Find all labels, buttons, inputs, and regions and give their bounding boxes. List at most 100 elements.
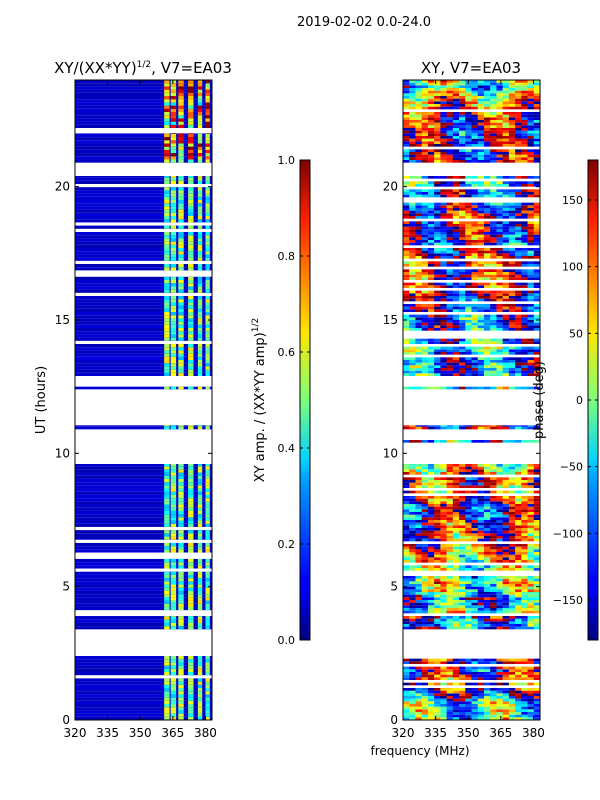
amplitude-channel-cell <box>205 494 210 499</box>
phase-cell <box>452 120 460 123</box>
phase-cell <box>521 621 528 624</box>
phase-cell <box>415 98 422 102</box>
phase-cell <box>434 365 441 368</box>
phase-cell <box>403 320 410 323</box>
phase-cell <box>446 682 454 686</box>
phase-cell <box>421 584 429 587</box>
phase-cell <box>409 304 416 307</box>
phase-cell <box>483 682 491 686</box>
phase-cell <box>521 498 528 502</box>
amplitude-channel-cell <box>178 616 184 620</box>
amplitude-channel-cell <box>197 280 203 284</box>
phase-cell <box>434 341 441 344</box>
phase-cell <box>465 349 472 352</box>
phase-cell <box>409 194 416 198</box>
phase-cell <box>533 709 540 712</box>
amplitude-channel-cell <box>205 200 210 204</box>
phase-cell <box>465 224 472 227</box>
amplitude-channel-cell <box>170 542 177 547</box>
phase-cell <box>452 104 460 107</box>
amplitude-channel-cell <box>164 549 170 553</box>
phase-cell <box>521 85 528 88</box>
phase-cell <box>415 104 422 107</box>
phase-cell <box>477 469 485 472</box>
phase-cell <box>440 365 447 368</box>
phase-cell <box>502 688 510 691</box>
phase-cell <box>527 512 535 515</box>
phase-cell <box>427 594 435 598</box>
phase-cell <box>415 128 422 131</box>
phase-cell <box>452 322 460 326</box>
phase-cell <box>415 688 422 691</box>
phase-cell <box>477 464 485 467</box>
phase-cell <box>471 322 479 326</box>
phase-cell <box>409 224 416 227</box>
phase-cell <box>440 672 447 675</box>
phase-cell <box>483 210 491 214</box>
phase-cell <box>471 213 479 216</box>
phase-cell <box>465 141 472 144</box>
phase-cell <box>477 261 485 264</box>
phase-cell <box>496 149 503 152</box>
phase-cell <box>471 274 479 278</box>
phase-cell <box>496 194 503 198</box>
phase-cell <box>496 269 503 272</box>
phase-cell <box>421 234 429 238</box>
phase-cell <box>471 373 479 376</box>
amplitude-channel-cell <box>178 176 184 178</box>
amplitude-channel-cell <box>164 507 170 511</box>
phase-cell <box>409 154 416 158</box>
phase-cell <box>533 277 540 280</box>
phase-cell <box>471 581 479 584</box>
phase-cell <box>403 138 410 142</box>
phase-cell <box>409 589 416 592</box>
phase-cell <box>496 672 503 675</box>
phase-cell <box>452 189 460 192</box>
amplitude-channel-cell <box>178 225 184 229</box>
amplitude-channel-cell <box>170 321 177 325</box>
figure-title: 2019-02-02 0.0-24.0 <box>297 15 431 30</box>
phase-cell <box>502 698 510 702</box>
amplitude-row <box>75 280 212 284</box>
phase-cell <box>446 557 454 560</box>
phase-cell <box>446 88 454 91</box>
phase-cell <box>515 88 522 91</box>
phase-cell <box>533 216 540 219</box>
phase-cell <box>502 600 510 603</box>
phase-cell <box>477 616 485 619</box>
amplitude-channel-cell <box>205 153 210 157</box>
phase-cell <box>415 480 422 483</box>
phase-cell <box>459 240 466 243</box>
phase-cell <box>403 600 410 603</box>
phase-cell <box>502 426 510 430</box>
amplitude-row <box>75 363 212 367</box>
phase-cell <box>527 202 535 206</box>
phase-cell <box>508 714 516 718</box>
amplitude-row <box>75 510 212 515</box>
amplitude-channel-cell <box>188 562 194 566</box>
phase-cell <box>483 152 491 155</box>
phase-cell <box>508 370 516 374</box>
amplitude-channel-cell <box>170 241 177 245</box>
phase-cell <box>409 584 416 587</box>
phase-cell <box>465 533 472 536</box>
phase-cell <box>483 528 491 531</box>
amplitude-channel-cell <box>197 289 203 293</box>
phase-cell <box>409 597 416 600</box>
phase-cell <box>459 386 466 390</box>
phase-cell <box>502 576 510 579</box>
phase-cell <box>465 536 472 539</box>
phase-cell <box>533 693 540 696</box>
phase-cell <box>533 530 540 534</box>
amplitude-channel-cell <box>178 536 184 540</box>
phase-cell <box>434 128 441 131</box>
amplitude-channel-cell <box>205 289 210 293</box>
amplitude-channel-cell <box>205 176 210 178</box>
phase-cell <box>427 690 435 694</box>
amplitude-channel-cell <box>170 356 177 360</box>
phase-cell <box>483 544 491 547</box>
phase-cell <box>508 485 516 488</box>
phase-cell <box>459 592 466 595</box>
phase-cell <box>421 328 429 331</box>
phase-cell <box>403 304 410 307</box>
